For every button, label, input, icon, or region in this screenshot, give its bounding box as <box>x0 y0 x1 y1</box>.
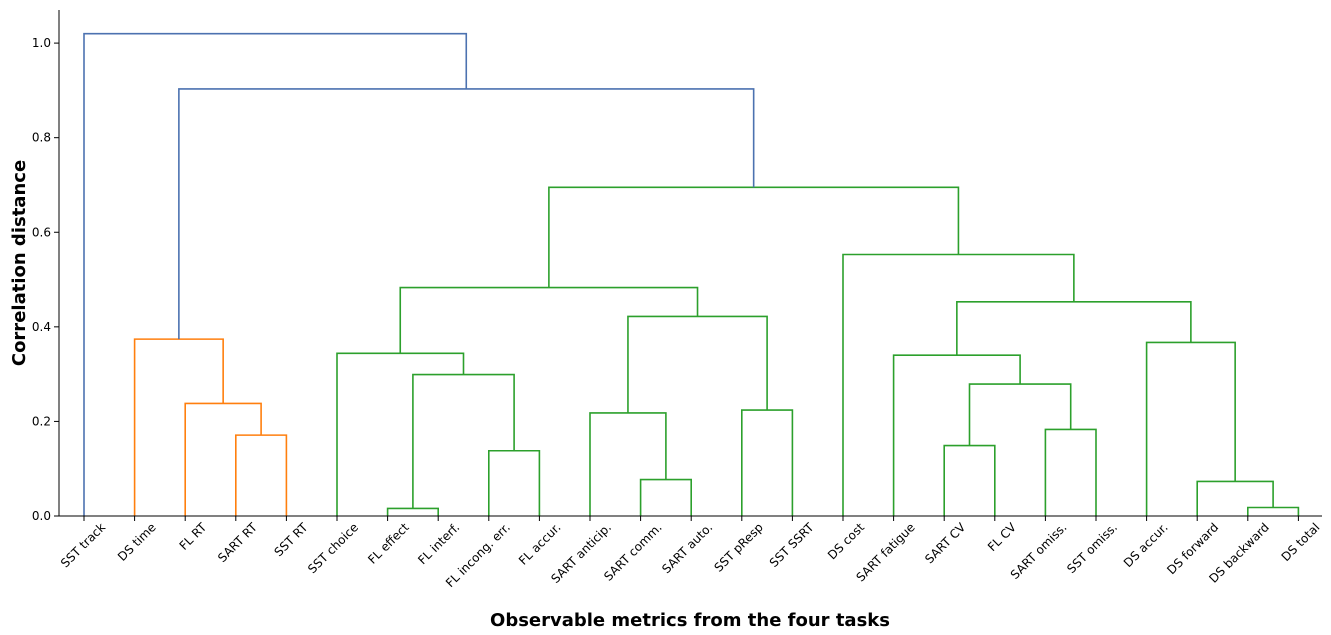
leaf-label: SST pResp <box>711 520 765 574</box>
dendrogram-link <box>589 412 667 516</box>
leaf-label: FL CV <box>985 520 1019 554</box>
dendrogram-link <box>83 32 468 516</box>
y-tick-label: 0.8 <box>32 131 51 145</box>
dendrogram-link <box>1196 480 1274 516</box>
leaf-label: DS cost <box>825 520 867 562</box>
leaf-label: FL effect <box>365 520 412 567</box>
leaf-label: DS accur. <box>1121 520 1171 570</box>
y-tick-label: 0.6 <box>32 225 51 239</box>
dendrogram-link <box>488 449 541 516</box>
dendrogram-link <box>399 286 699 354</box>
dendrogram-link <box>968 383 1072 446</box>
dendrogram-link <box>639 478 692 516</box>
y-ticks: 0.0 0.2 0.4 0.6 0.8 1.0 <box>32 36 59 523</box>
dendrogram-link <box>842 253 1075 516</box>
dendrogram-link <box>133 338 224 516</box>
leaf-label: SART auto. <box>659 520 715 576</box>
leaf-label: SART CV <box>922 520 969 567</box>
dendrogram-link <box>892 354 1021 516</box>
y-tick-label: 0.4 <box>32 320 51 334</box>
leaf-label: FL interf. <box>415 520 462 567</box>
leaf-label: DS time <box>115 520 159 564</box>
dendrogram-link <box>548 186 960 288</box>
dendrogram-link <box>1145 341 1236 516</box>
y-tick-label: 1.0 <box>32 36 51 50</box>
leaf-label: DS total <box>1279 520 1323 564</box>
dendrogram-link <box>1044 428 1097 516</box>
dendrogram-link <box>1247 506 1300 516</box>
y-tick-label: 0.2 <box>32 414 51 428</box>
dendrogram-link <box>178 88 755 340</box>
leaf-label: SART RT <box>215 520 260 565</box>
dendrogram-link <box>235 434 288 516</box>
leaf-label: FL RT <box>177 520 210 553</box>
dendrogram-link <box>741 409 794 516</box>
dendrogram-link <box>943 444 996 516</box>
y-tick-label: 0.0 <box>32 509 51 523</box>
leaf-label: SST track <box>58 520 108 570</box>
dendrogram-link <box>184 402 262 516</box>
leaf-label: SST choice <box>305 520 361 576</box>
leaf-label: FL accur. <box>516 520 564 568</box>
leaf-label: SST omiss. <box>1064 520 1120 576</box>
dendrogram-link <box>412 373 515 509</box>
dendrogram-link <box>627 315 768 413</box>
x-axis-title: Observable metrics from the four tasks <box>490 610 890 631</box>
dendrogram-link <box>336 352 465 516</box>
leaf-label: SST SSRT <box>767 520 817 570</box>
dendrogram-link <box>956 300 1192 356</box>
y-axis-title: Correlation distance <box>9 160 30 366</box>
dendrogram-link <box>386 507 439 516</box>
leaf-label: SST RT <box>271 520 310 559</box>
dendrogram-links <box>83 32 1300 516</box>
axes <box>58 10 1322 517</box>
